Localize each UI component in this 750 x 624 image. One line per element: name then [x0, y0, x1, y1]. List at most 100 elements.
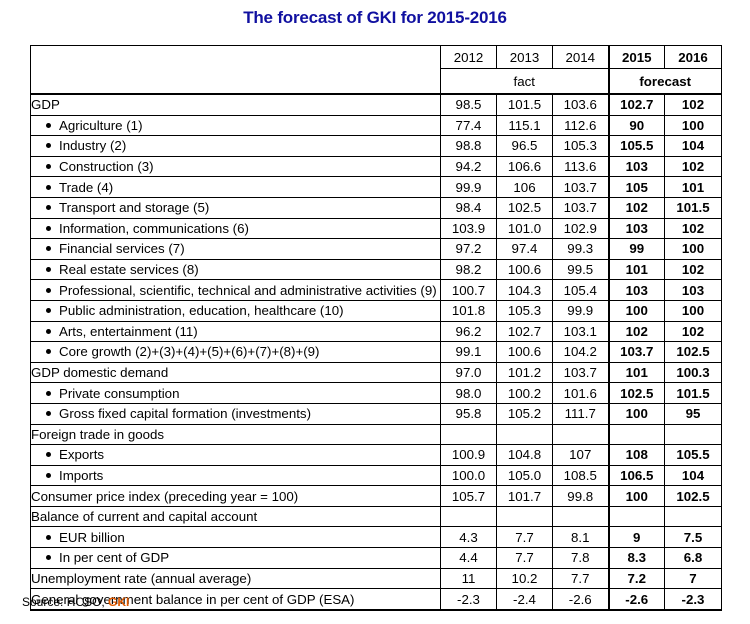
bullet-icon: [46, 534, 51, 540]
value-cell-2015: 105: [607, 176, 665, 198]
bullet-icon: [46, 349, 51, 355]
bullet-icon: [46, 143, 51, 149]
forecast-label: forecast: [607, 68, 722, 95]
value-cell-2013: 101.0: [496, 218, 553, 240]
value-cell-2016: 100: [664, 300, 722, 322]
row-label: Trade (4): [30, 176, 441, 198]
value-cell-2016: 104: [664, 465, 722, 487]
value-cell-2016: 6.8: [664, 547, 722, 569]
value-cell-2016: 7: [664, 567, 722, 590]
table-row: Foreign trade in goods: [30, 423, 722, 446]
row-label: GDP domestic demand: [30, 361, 441, 384]
value-cell-2016: [664, 505, 722, 528]
row-label-text: Financial services (7): [59, 241, 185, 257]
row-label-text: Core growth (2)+(3)+(4)+(5)+(6)+(7)+(8)+…: [59, 344, 320, 360]
row-label: Balance of current and capital account: [30, 505, 441, 528]
value-cell-2015: 106.5: [607, 465, 665, 487]
row-label: Unemployment rate (annual average): [30, 567, 441, 590]
value-cell-2012: [440, 423, 497, 446]
value-cell-2016: 101: [664, 176, 722, 198]
value-cell-2012: 4.4: [440, 547, 497, 569]
forecast-table: 2012 2013 2014 2015 2016 fact forecast G…: [30, 45, 722, 611]
value-cell-2013: 105.3: [496, 300, 553, 322]
value-cell-2014: 103.7: [552, 197, 609, 219]
row-label-text: Balance of current and capital account: [31, 509, 258, 525]
row-label: General government balance in per cent o…: [30, 588, 441, 611]
value-cell-2014: 112.6: [552, 115, 609, 137]
value-cell-2015: 100: [607, 300, 665, 322]
bullet-icon: [46, 555, 51, 561]
bullet-icon: [46, 287, 51, 293]
value-cell-2015: 103: [607, 279, 665, 301]
year-2014: 2014: [552, 45, 609, 69]
table-row: Core growth (2)+(3)+(4)+(5)+(6)+(7)+(8)+…: [30, 341, 722, 363]
header-empty-cell: [30, 68, 441, 95]
header-period-row: fact forecast: [30, 68, 722, 95]
bullet-icon: [46, 246, 51, 252]
header-empty-cell: [30, 45, 441, 69]
value-cell-2013: 101.5: [496, 94, 553, 116]
header-years-row: 2012 2013 2014 2015 2016: [30, 45, 722, 69]
row-label: Gross fixed capital formation (investmen…: [30, 403, 441, 425]
value-cell-2016: 101.5: [664, 382, 722, 404]
bullet-icon: [46, 122, 51, 128]
value-cell-2014: 99.3: [552, 238, 609, 260]
value-cell-2015: 99: [607, 238, 665, 260]
table-row: GDP 98.5 101.5 103.6 102.7 102: [30, 94, 722, 116]
table-row: Consumer price index (preceding year = 1…: [30, 485, 722, 507]
row-label-text: Public administration, education, health…: [59, 303, 344, 319]
value-cell-2014: 102.9: [552, 218, 609, 240]
value-cell-2013: 102.7: [496, 321, 553, 343]
value-cell-2015: 101: [607, 259, 665, 281]
table-row: Unemployment rate (annual average) 11 10.2…: [30, 567, 722, 590]
row-label: Exports: [30, 444, 441, 466]
value-cell-2013: [496, 423, 553, 446]
value-cell-2015: 90: [607, 115, 665, 137]
value-cell-2013: 100.6: [496, 259, 553, 281]
value-cell-2016: 102: [664, 218, 722, 240]
row-label-text: Information, communications (6): [59, 220, 249, 236]
row-label-text: Consumer price index (preceding year = 1…: [31, 488, 299, 504]
value-cell-2012: 99.1: [440, 341, 497, 363]
value-cell-2014: 103.6: [552, 94, 609, 116]
row-label-text: Private consumption: [59, 385, 180, 401]
bullet-icon: [46, 225, 51, 231]
row-label: Industry (2): [30, 135, 441, 157]
value-cell-2014: 107: [552, 444, 609, 466]
bullet-icon: [46, 328, 51, 334]
row-label: Transport and storage (5): [30, 197, 441, 219]
value-cell-2016: 105.5: [664, 444, 722, 466]
year-2013: 2013: [496, 45, 553, 69]
bullet-icon: [46, 205, 51, 211]
row-label: Consumer price index (preceding year = 1…: [30, 485, 441, 507]
table-row: GDP domestic demand 97.0 101.2 103.7 101 100.…: [30, 361, 722, 384]
value-cell-2013: 105.2: [496, 403, 553, 425]
table-row: In per cent of GDP 4.4 7.7 7.8 8.3 6.8: [30, 547, 722, 569]
value-cell-2012: 100.0: [440, 465, 497, 487]
value-cell-2016: 102.5: [664, 485, 722, 507]
value-cell-2015: 102.5: [607, 382, 665, 404]
table-row: Real estate services (8) 98.2 100.6 99.5 101…: [30, 259, 722, 281]
bullet-icon: [46, 267, 51, 273]
value-cell-2013: 7.7: [496, 526, 553, 549]
value-cell-2013: 104.3: [496, 279, 553, 301]
value-cell-2014: [552, 423, 609, 446]
value-cell-2012: 101.8: [440, 300, 497, 322]
bullet-icon: [46, 308, 51, 314]
table-row: Agriculture (1) 77.4 115.1 112.6 90 100: [30, 115, 722, 137]
fact-label: fact: [440, 68, 609, 95]
table-title: The forecast of GKI for 2015-2016: [243, 8, 507, 27]
value-cell-2013: 97.4: [496, 238, 553, 260]
value-cell-2015: 108: [607, 444, 665, 466]
value-cell-2016: 101.5: [664, 197, 722, 219]
row-label: Foreign trade in goods: [30, 423, 441, 446]
row-label-text: Professional, scientific, technical and …: [59, 282, 437, 298]
value-cell-2015: 103: [607, 156, 665, 178]
value-cell-2015: 100: [607, 403, 665, 425]
value-cell-2014: 99.8: [552, 485, 609, 507]
row-label-text: Agriculture (1): [59, 117, 143, 133]
row-label-text: Arts, entertainment (11): [59, 323, 198, 339]
value-cell-2012: 100.7: [440, 279, 497, 301]
value-cell-2014: 101.6: [552, 382, 609, 404]
value-cell-2013: 115.1: [496, 115, 553, 137]
